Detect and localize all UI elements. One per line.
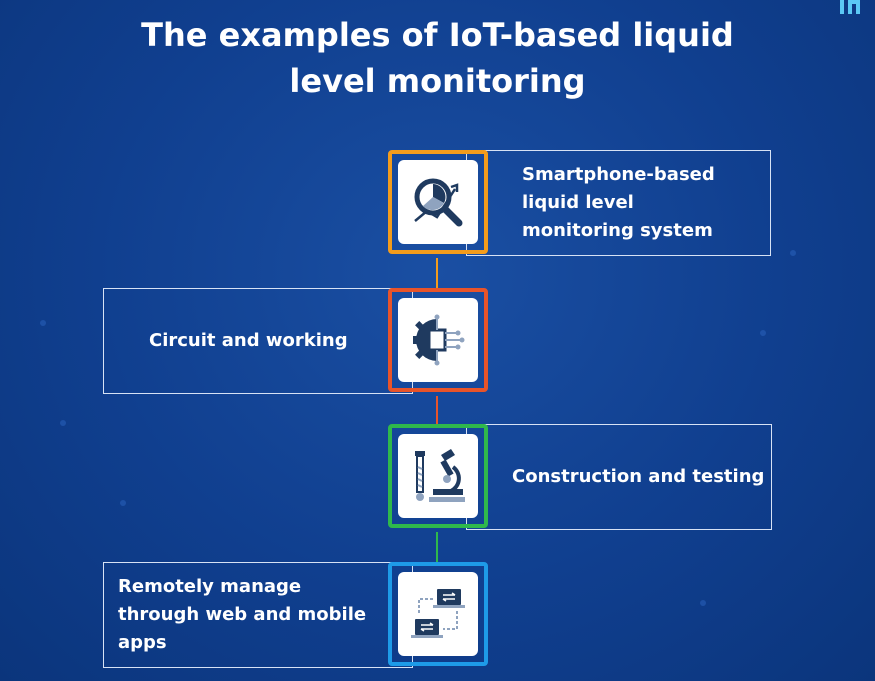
background-dot: [60, 420, 66, 426]
icon-card: [398, 572, 478, 656]
magnifier-chart-icon: [414, 178, 463, 227]
connector-line: [436, 396, 438, 426]
brand-logo-icon: [840, 0, 860, 14]
item-box-circuit: Circuit and working: [103, 288, 413, 394]
icon-frame-green: [388, 424, 488, 528]
background-dot: [40, 320, 46, 326]
title-line-2: level monitoring: [289, 62, 586, 100]
icon-frame-orange: [388, 150, 488, 254]
icon-card: [398, 434, 478, 518]
item-box-remote: Remotely manage through web and mobile a…: [103, 562, 413, 668]
background-dot: [790, 250, 796, 256]
devices-sync-icon: [411, 589, 465, 638]
item-box-construction: Construction and testing: [466, 424, 772, 530]
connector-line: [436, 532, 438, 562]
icon-frame-blue: [388, 562, 488, 666]
background-dot: [760, 330, 766, 336]
icon-card: [398, 298, 478, 382]
title-line-1: The examples of IoT-based liquid: [141, 16, 734, 54]
icon-frame-red: [388, 288, 488, 392]
item-label: Remotely manage through web and mobile a…: [118, 576, 367, 653]
gear-circuit-icon: [413, 314, 465, 366]
background-dot: [700, 600, 706, 606]
icon-card: [398, 160, 478, 244]
microscope-icon: [415, 449, 465, 502]
item-label: Construction and testing: [512, 466, 765, 487]
connector-line: [436, 258, 438, 288]
item-box-smartphone: Smartphone-based liquid level monitoring…: [466, 150, 771, 256]
item-label: Circuit and working: [149, 330, 348, 351]
background-dot: [120, 500, 126, 506]
page-title: The examples of IoT-based liquid level m…: [0, 12, 875, 104]
item-label: Smartphone-based liquid level monitoring…: [522, 164, 715, 241]
